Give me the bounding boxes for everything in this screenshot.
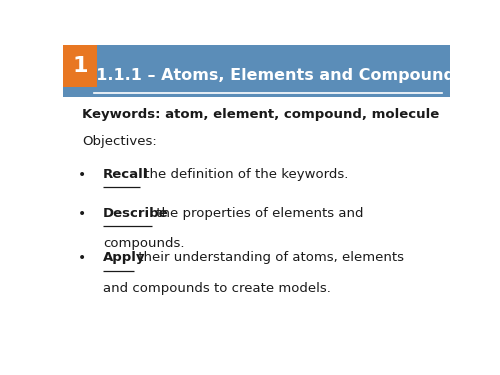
- Text: the properties of elements and: the properties of elements and: [152, 207, 364, 220]
- Text: their understanding of atoms, elements: their understanding of atoms, elements: [134, 252, 404, 264]
- Text: Objectives:: Objectives:: [82, 135, 156, 148]
- Text: compounds.: compounds.: [103, 237, 184, 250]
- Text: •: •: [78, 252, 86, 266]
- Text: Describe: Describe: [103, 207, 169, 220]
- Text: •: •: [78, 168, 86, 182]
- Text: and compounds to create models.: and compounds to create models.: [103, 282, 331, 295]
- Text: 1: 1: [72, 56, 88, 76]
- FancyBboxPatch shape: [62, 45, 98, 87]
- FancyBboxPatch shape: [62, 45, 450, 97]
- Text: •: •: [78, 207, 86, 221]
- Text: Keywords: atom, element, compound, molecule: Keywords: atom, element, compound, molec…: [82, 108, 439, 121]
- Text: Recall: Recall: [103, 168, 148, 181]
- Text: 5.1.1.1 – Atoms, Elements and Compounds: 5.1.1.1 – Atoms, Elements and Compounds: [79, 68, 464, 83]
- Text: Apply: Apply: [103, 252, 146, 264]
- Text: the definition of the keywords.: the definition of the keywords.: [140, 168, 348, 181]
